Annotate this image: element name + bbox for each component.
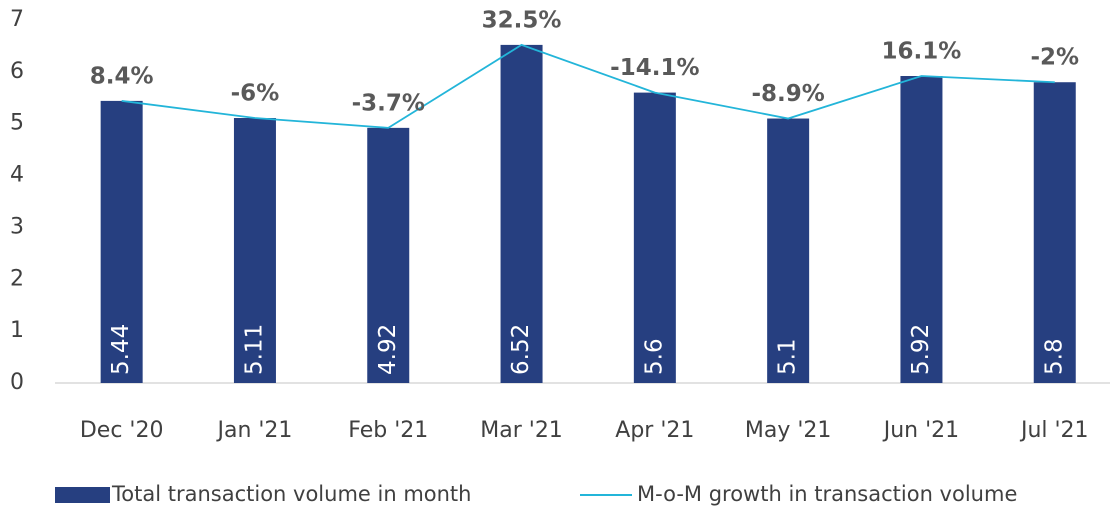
bar-value-label: 4.92 <box>375 324 401 375</box>
growth-label: -6% <box>231 81 280 107</box>
x-tick-label: Jul '21 <box>1019 418 1089 443</box>
growth-label: -2% <box>1030 45 1079 71</box>
bar-value-label: 5.11 <box>241 324 267 375</box>
y-tick-label: 7 <box>10 7 24 32</box>
x-tick-label: Jan '21 <box>215 418 292 443</box>
bar-value-label: 5.8 <box>1041 338 1067 375</box>
y-tick-label: 6 <box>10 59 24 84</box>
x-tick-label: Mar '21 <box>480 418 563 443</box>
bar <box>1033 82 1076 383</box>
bar <box>500 44 543 384</box>
growth-label: -14.1% <box>610 55 699 81</box>
legend-label: Total transaction volume in month <box>111 482 471 506</box>
y-tick-label: 4 <box>10 163 24 188</box>
y-tick-label: 5 <box>10 111 24 136</box>
bar <box>367 127 410 383</box>
x-tick-label: Feb '21 <box>348 418 428 443</box>
growth-label: 8.4% <box>90 63 154 89</box>
growth-label: 32.5% <box>482 7 562 33</box>
x-tick-label: Apr '21 <box>615 418 694 443</box>
legend-label: M-o-M growth in transaction volume <box>637 482 1017 506</box>
bar <box>900 76 943 384</box>
line <box>121 43 1055 129</box>
bar-value-label: 5.44 <box>108 324 134 375</box>
growth-label: -3.7% <box>352 90 425 116</box>
bar <box>767 118 810 384</box>
y-tick-label: 2 <box>10 266 24 291</box>
growth-label: -8.9% <box>751 81 824 107</box>
bar <box>633 92 676 383</box>
legend-swatch <box>55 487 110 503</box>
y-tick-label: 3 <box>10 214 24 239</box>
y-tick-label: 1 <box>10 318 24 343</box>
growth-label: 16.1% <box>882 39 962 65</box>
bar <box>100 100 143 383</box>
x-tick-label: Dec '20 <box>80 418 164 443</box>
y-tick-label: 0 <box>10 370 24 395</box>
bar-value-label: 5.92 <box>908 324 934 375</box>
bar-value-label: 6.52 <box>508 324 534 375</box>
bar-value-label: 5.6 <box>641 338 667 375</box>
bar-value-label: 5.1 <box>775 338 801 375</box>
x-tick-label: Jun '21 <box>882 418 959 443</box>
bar <box>233 118 276 383</box>
x-tick-label: May '21 <box>745 418 832 443</box>
